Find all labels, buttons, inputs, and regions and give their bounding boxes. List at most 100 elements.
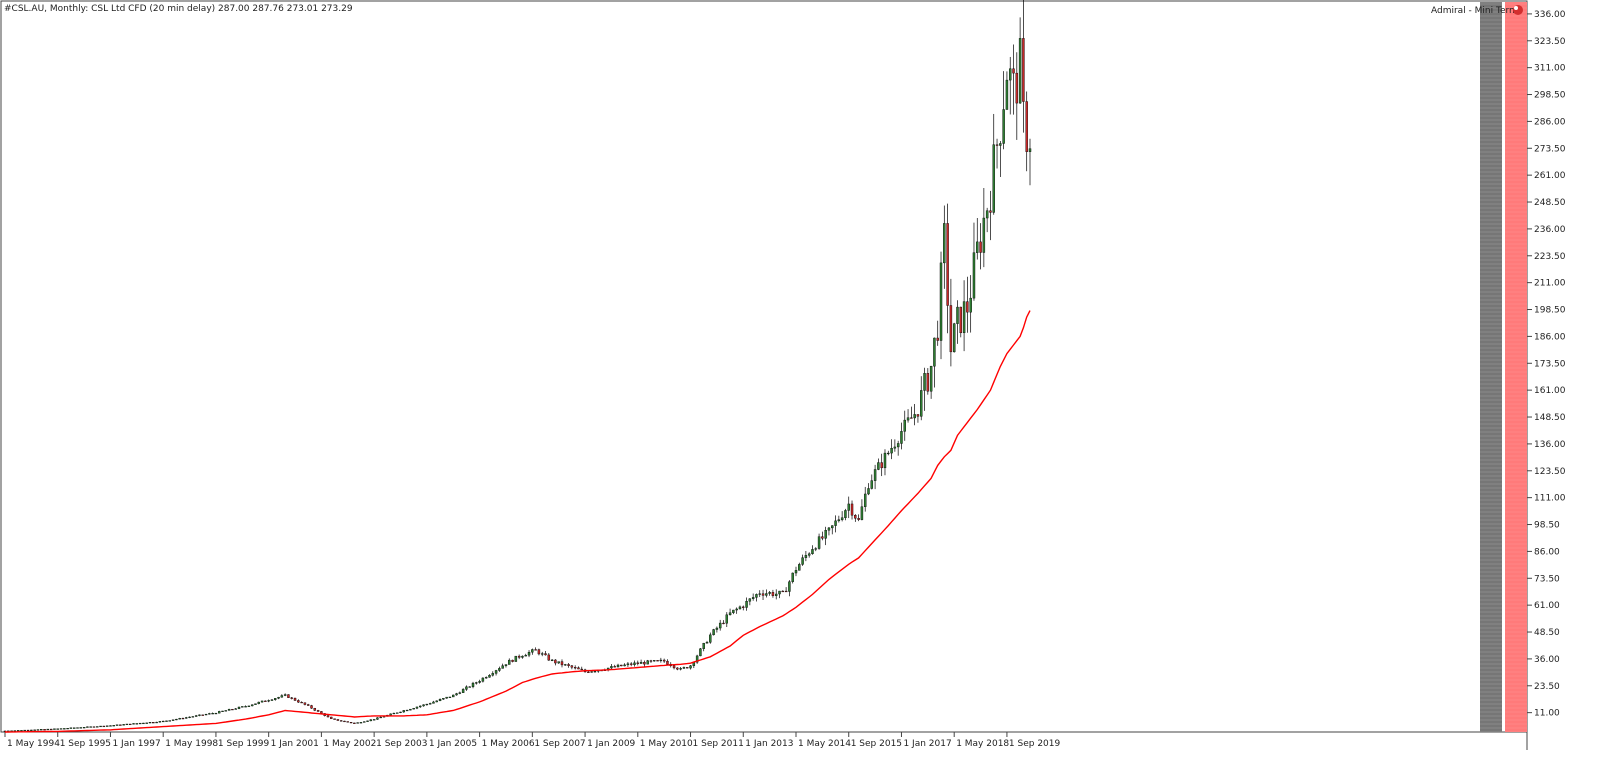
candle: [260, 700, 264, 703]
x-tick-label: 1 Jan 2017: [903, 739, 951, 749]
candle: [395, 712, 399, 714]
candle-body: [389, 713, 392, 716]
candle-body: [438, 699, 442, 702]
candle: [511, 659, 514, 663]
candle-body: [646, 660, 649, 665]
candle: [712, 628, 715, 636]
candle: [422, 704, 425, 707]
x-tick-label: 1 May 1998: [165, 739, 218, 749]
candle: [448, 696, 452, 698]
candle-body: [804, 555, 808, 558]
candle-body: [728, 612, 732, 616]
candle: [514, 655, 518, 662]
candle-body: [560, 661, 564, 666]
mini-terminal-icon[interactable]: [1513, 5, 1523, 15]
candle: [560, 659, 564, 668]
candle: [982, 188, 986, 268]
candle: [297, 699, 300, 703]
candle: [847, 496, 850, 519]
candle: [804, 551, 808, 562]
candle: [267, 699, 270, 703]
candle: [303, 702, 307, 706]
mini-terminal-label[interactable]: Admiral - Mini Termi: [1431, 6, 1520, 16]
candle-body: [794, 570, 798, 574]
candle: [188, 716, 191, 719]
indicator-strip-gray: [1480, 2, 1502, 732]
candle: [36, 729, 40, 731]
candle: [92, 726, 96, 728]
candle-body: [306, 704, 310, 706]
candle-body: [125, 723, 129, 726]
candle: [531, 648, 534, 655]
candle: [461, 688, 465, 693]
candle: [985, 207, 989, 233]
candle-body: [910, 417, 913, 419]
candle: [827, 527, 831, 536]
candle: [517, 654, 521, 660]
candle-body: [310, 705, 313, 709]
candle: [702, 642, 705, 652]
candle-body: [300, 701, 303, 704]
y-tick-label: 211.00: [1534, 279, 1566, 289]
candle: [1025, 91, 1028, 172]
candle: [913, 403, 916, 426]
candle-body: [811, 549, 814, 555]
candle: [748, 598, 752, 606]
candle-body: [524, 654, 527, 657]
candle-body: [415, 706, 419, 709]
candle: [768, 591, 771, 596]
candle-body: [290, 697, 293, 699]
candle: [613, 664, 616, 668]
candle-body: [158, 721, 162, 723]
candle: [415, 706, 419, 710]
candle-body: [626, 663, 630, 666]
candle-body: [267, 700, 270, 702]
candle-body: [105, 725, 109, 727]
x-tick-label: 1 Jan 2001: [271, 739, 319, 749]
candle-body: [498, 668, 501, 671]
candle: [214, 712, 218, 715]
candle: [287, 694, 290, 698]
candle-body: [676, 667, 679, 670]
candle-body: [119, 724, 122, 726]
candle: [890, 439, 893, 460]
candle-body: [992, 144, 995, 213]
candle-body: [175, 718, 178, 721]
candle-body: [244, 706, 247, 708]
candle-body: [475, 682, 478, 684]
y-tick-label: 61.00: [1534, 601, 1560, 611]
candle: [831, 525, 834, 535]
candle-body: [643, 661, 646, 665]
candle: [399, 711, 402, 714]
candle-body: [333, 718, 336, 720]
candle-body: [56, 728, 59, 730]
candle-body: [155, 721, 158, 724]
candle-body: [949, 305, 953, 353]
candle-body: [758, 593, 761, 595]
candle-body: [148, 722, 152, 724]
candle-body: [428, 703, 432, 705]
x-tick-label: 1 Sep 2015: [851, 739, 902, 749]
candle-body: [778, 590, 781, 595]
x-tick-label: 1 May 1994: [7, 739, 60, 749]
candle: [264, 700, 267, 702]
candle: [771, 589, 775, 598]
candle-body: [554, 659, 557, 664]
candle: [999, 141, 1002, 177]
candle: [590, 671, 593, 673]
candle-body: [995, 144, 999, 146]
candle-body: [293, 697, 297, 701]
x-tick-label: 1 May 2018: [956, 739, 1009, 749]
candle: [778, 590, 781, 599]
candle: [211, 712, 214, 715]
mini-terminal-icon-circle: [1513, 5, 1523, 15]
candle-body: [854, 515, 857, 519]
candle: [132, 723, 135, 725]
candle: [409, 708, 412, 711]
candle: [326, 715, 330, 718]
candle: [989, 190, 992, 241]
candle-body: [817, 536, 821, 549]
candle: [751, 593, 755, 601]
candle-body: [999, 143, 1002, 146]
candle: [616, 663, 620, 668]
